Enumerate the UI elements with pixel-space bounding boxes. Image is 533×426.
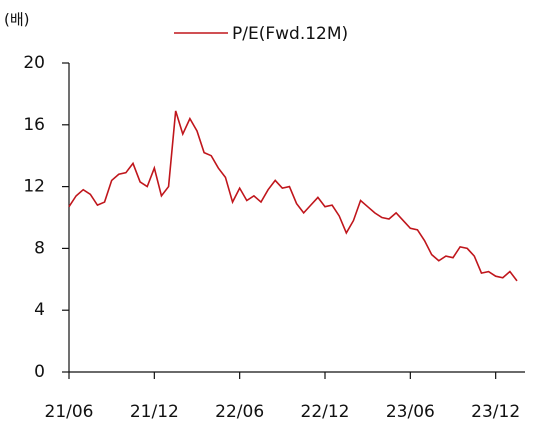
- x-tick-label: 21/06: [45, 402, 94, 422]
- x-tick-label: 22/12: [301, 402, 350, 422]
- y-tick-label: 4: [34, 300, 45, 320]
- y-unit: (배): [4, 11, 30, 29]
- x-tick-label: 21/12: [130, 402, 179, 422]
- y-tick-label: 12: [23, 177, 45, 197]
- y-tick-label: 0: [34, 362, 45, 382]
- data-line: [68, 110, 518, 282]
- y-tick-label: 20: [23, 53, 45, 73]
- y-tick-label: 8: [34, 238, 45, 258]
- legend-label: P/E(Fwd.12M): [232, 24, 348, 44]
- y-tick-label: 16: [23, 115, 45, 135]
- x-tick-label: 23/12: [471, 402, 520, 422]
- x-tick-label: 22/06: [215, 402, 264, 422]
- x-tick-label: 23/06: [386, 402, 435, 422]
